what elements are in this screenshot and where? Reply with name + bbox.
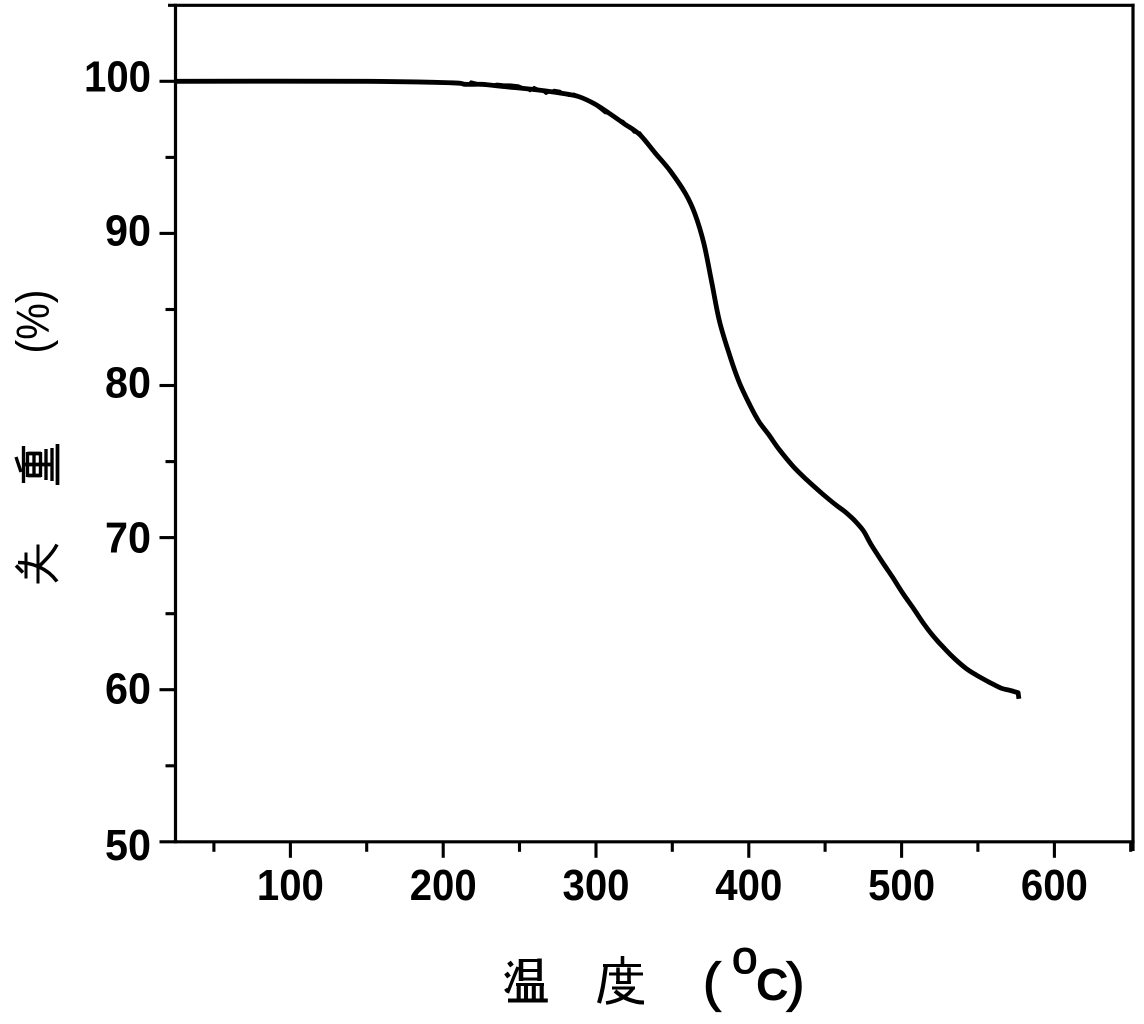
svg-text:70: 70	[105, 514, 151, 563]
svg-text:500: 500	[868, 861, 935, 910]
svg-text:200: 200	[410, 861, 477, 910]
svg-text:(: (	[703, 953, 721, 1013]
svg-text:): )	[787, 953, 805, 1013]
svg-text:400: 400	[715, 861, 782, 910]
svg-text:600: 600	[1021, 861, 1088, 910]
svg-text:50: 50	[105, 821, 151, 870]
svg-text:300: 300	[563, 861, 630, 910]
svg-text:100: 100	[257, 861, 324, 910]
svg-text:o: o	[732, 931, 758, 983]
svg-text:(%): (%)	[7, 290, 59, 354]
svg-text:100: 100	[84, 52, 151, 101]
svg-text:C: C	[756, 959, 789, 1010]
svg-text:90: 90	[105, 206, 151, 255]
svg-text:60: 60	[105, 665, 151, 714]
svg-text:80: 80	[105, 359, 151, 408]
